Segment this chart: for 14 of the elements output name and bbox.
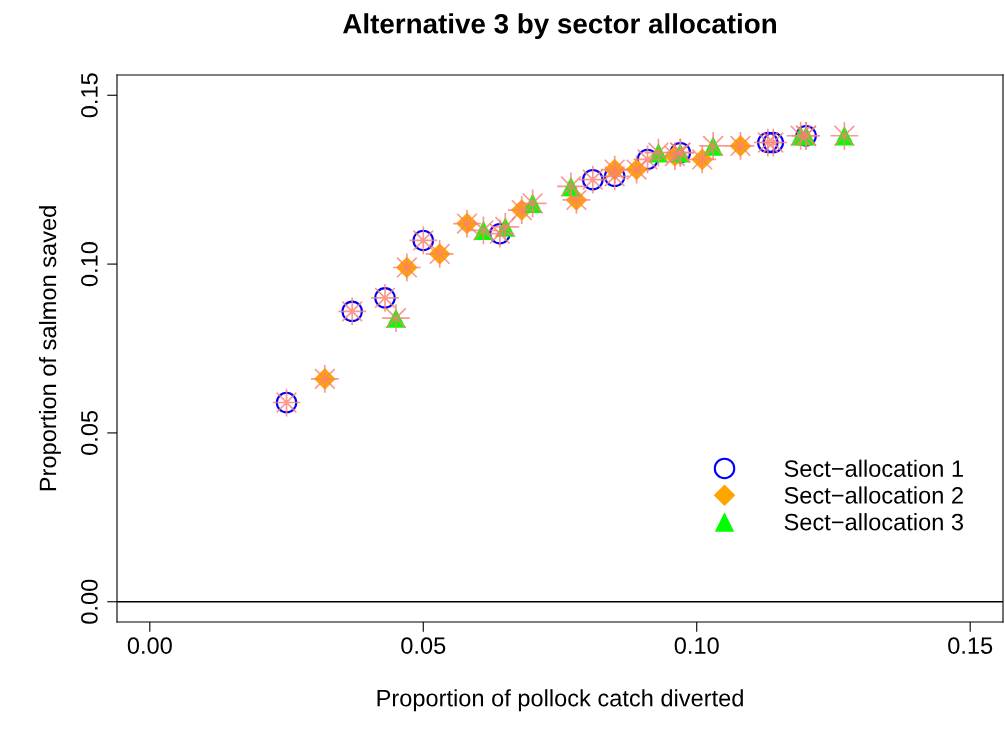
y-tick-label: 0.05 bbox=[81, 410, 98, 455]
y-tick-label: 0.00 bbox=[81, 579, 98, 624]
x-axis-title: Proportion of pollock catch diverted bbox=[377, 689, 743, 712]
chart-title: Alternative 3 by sector allocation bbox=[343, 13, 776, 40]
x-tick-label: 0.15 bbox=[948, 637, 993, 654]
x-tick-label: 0.10 bbox=[674, 637, 719, 654]
x-tick-label: 0.05 bbox=[401, 637, 446, 654]
y-tick-label: 0.10 bbox=[81, 242, 98, 287]
legend-label: Sect−allocation 2 bbox=[784, 486, 963, 504]
y-tick-label: 0.15 bbox=[81, 73, 98, 118]
x-tick-label: 0.00 bbox=[127, 637, 172, 654]
legend-label: Sect−allocation 3 bbox=[784, 513, 963, 531]
legend-label: Sect−allocation 1 bbox=[784, 459, 963, 477]
y-axis-title: Proportion of salmon saved bbox=[38, 206, 61, 491]
